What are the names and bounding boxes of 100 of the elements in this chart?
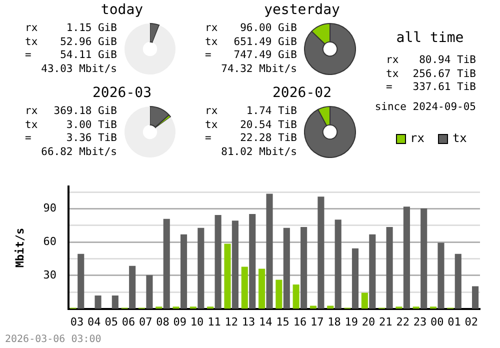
text: = — [25, 132, 32, 146]
text: tx — [386, 68, 399, 81]
text: = — [205, 49, 212, 62]
chart-title: 2026-02 — [272, 85, 332, 101]
text: tx — [205, 36, 218, 49]
x-tick-label: 10 — [190, 315, 204, 328]
bar — [266, 194, 273, 309]
x-tick-label: 06 — [122, 315, 136, 328]
x-tick-label: 04 — [88, 315, 102, 328]
bar — [420, 208, 428, 309]
x-tick-label: 18 — [328, 315, 341, 328]
text: all time — [396, 30, 464, 46]
text: = — [205, 132, 212, 146]
bar — [94, 295, 102, 309]
x-tick-label: 16 — [293, 315, 307, 328]
bar — [214, 215, 222, 309]
text: 3.36 TiB — [65, 132, 117, 146]
text: 96.00 GiB — [239, 22, 297, 36]
x-tick-label: 08 — [156, 315, 170, 328]
y-tick-label: 60 — [43, 235, 56, 248]
text: = — [25, 49, 32, 62]
x-tick-label: 14 — [259, 315, 273, 328]
text: tx — [25, 118, 38, 132]
text: 74.32 Mbit/s — [220, 62, 297, 76]
text: 80.94 TiB — [418, 54, 476, 68]
bar — [318, 196, 324, 309]
bar — [438, 242, 444, 309]
x-tick-label: 19 — [344, 315, 358, 328]
text: 3.00 TiB — [65, 118, 117, 132]
text: 1.74 TiB — [245, 105, 297, 118]
chart-title: today — [100, 2, 144, 18]
x-tick-label: 23 — [413, 315, 427, 328]
x-tick-label: 17 — [310, 315, 324, 328]
text: 43.03 Mbit/s — [40, 62, 117, 76]
text: 66.82 Mbit/s — [40, 146, 117, 159]
bar — [276, 280, 282, 309]
bar — [361, 292, 368, 309]
text: 651.49 GiB — [232, 36, 297, 49]
bar — [232, 220, 238, 309]
x-tick-label: 22 — [396, 315, 410, 328]
text: 256.67 TiB — [412, 68, 476, 81]
text: 2026-03-06 03:00 — [5, 334, 102, 345]
x-tick-label: 13 — [242, 315, 256, 328]
bar — [403, 206, 410, 309]
legend-label: tx — [452, 131, 467, 145]
bar — [352, 248, 359, 309]
x-tick-label: 00 — [430, 315, 444, 328]
text: 52.96 GiB — [59, 36, 117, 49]
text: 369.18 GiB — [52, 105, 117, 118]
bar — [163, 218, 170, 309]
bar — [310, 306, 317, 309]
text: 22.28 TiB — [239, 132, 297, 146]
legend-label: rx — [410, 131, 424, 145]
bar — [292, 284, 300, 309]
bar — [258, 268, 266, 309]
bar — [241, 266, 248, 309]
x-tick-label: 21 — [379, 315, 392, 328]
y-tick-label: 90 — [43, 202, 56, 215]
text: 20.54 TiB — [239, 118, 297, 132]
bar — [300, 227, 308, 309]
text: = — [386, 81, 394, 94]
bar — [334, 220, 342, 309]
bar — [369, 234, 376, 309]
text: since 2024-09-05 — [374, 100, 476, 114]
text: rx — [386, 54, 399, 68]
x-tick-label: 07 — [138, 315, 152, 328]
bar — [129, 266, 136, 309]
x-tick-label: 01 — [448, 315, 461, 328]
x-tick-label: 15 — [276, 315, 290, 328]
text: rx — [25, 105, 38, 118]
text: rx — [205, 105, 218, 118]
text: 747.49 GiB — [232, 49, 297, 62]
bar — [472, 286, 479, 309]
bar — [249, 214, 256, 309]
bar — [78, 254, 84, 309]
chart-title: 2026-03 — [92, 85, 152, 101]
bar — [224, 244, 231, 309]
text: rx — [205, 22, 218, 36]
x-tick-label: 03 — [70, 315, 84, 328]
text: 1.15 GiB — [65, 22, 117, 36]
text: 337.61 TiB — [412, 81, 476, 94]
bar — [112, 295, 118, 309]
text: 54.11 GiB — [59, 49, 117, 62]
text: 81.02 Mbit/s — [220, 146, 297, 159]
y-axis-title: Mbit/s — [13, 228, 26, 268]
bar — [454, 254, 462, 309]
chart-title: yesterday — [264, 2, 340, 18]
bar — [327, 306, 334, 309]
x-tick-label: 20 — [362, 315, 376, 328]
x-tick-label: 12 — [224, 315, 238, 328]
x-tick-label: 09 — [173, 315, 187, 328]
y-tick-label: 30 — [43, 268, 56, 282]
bar — [198, 228, 204, 309]
bar — [146, 275, 153, 309]
bar — [386, 227, 393, 309]
bar — [180, 234, 188, 309]
text: rx — [25, 22, 38, 36]
x-tick-label: 11 — [208, 315, 221, 328]
text: tx — [205, 118, 218, 132]
text: tx — [25, 36, 38, 49]
